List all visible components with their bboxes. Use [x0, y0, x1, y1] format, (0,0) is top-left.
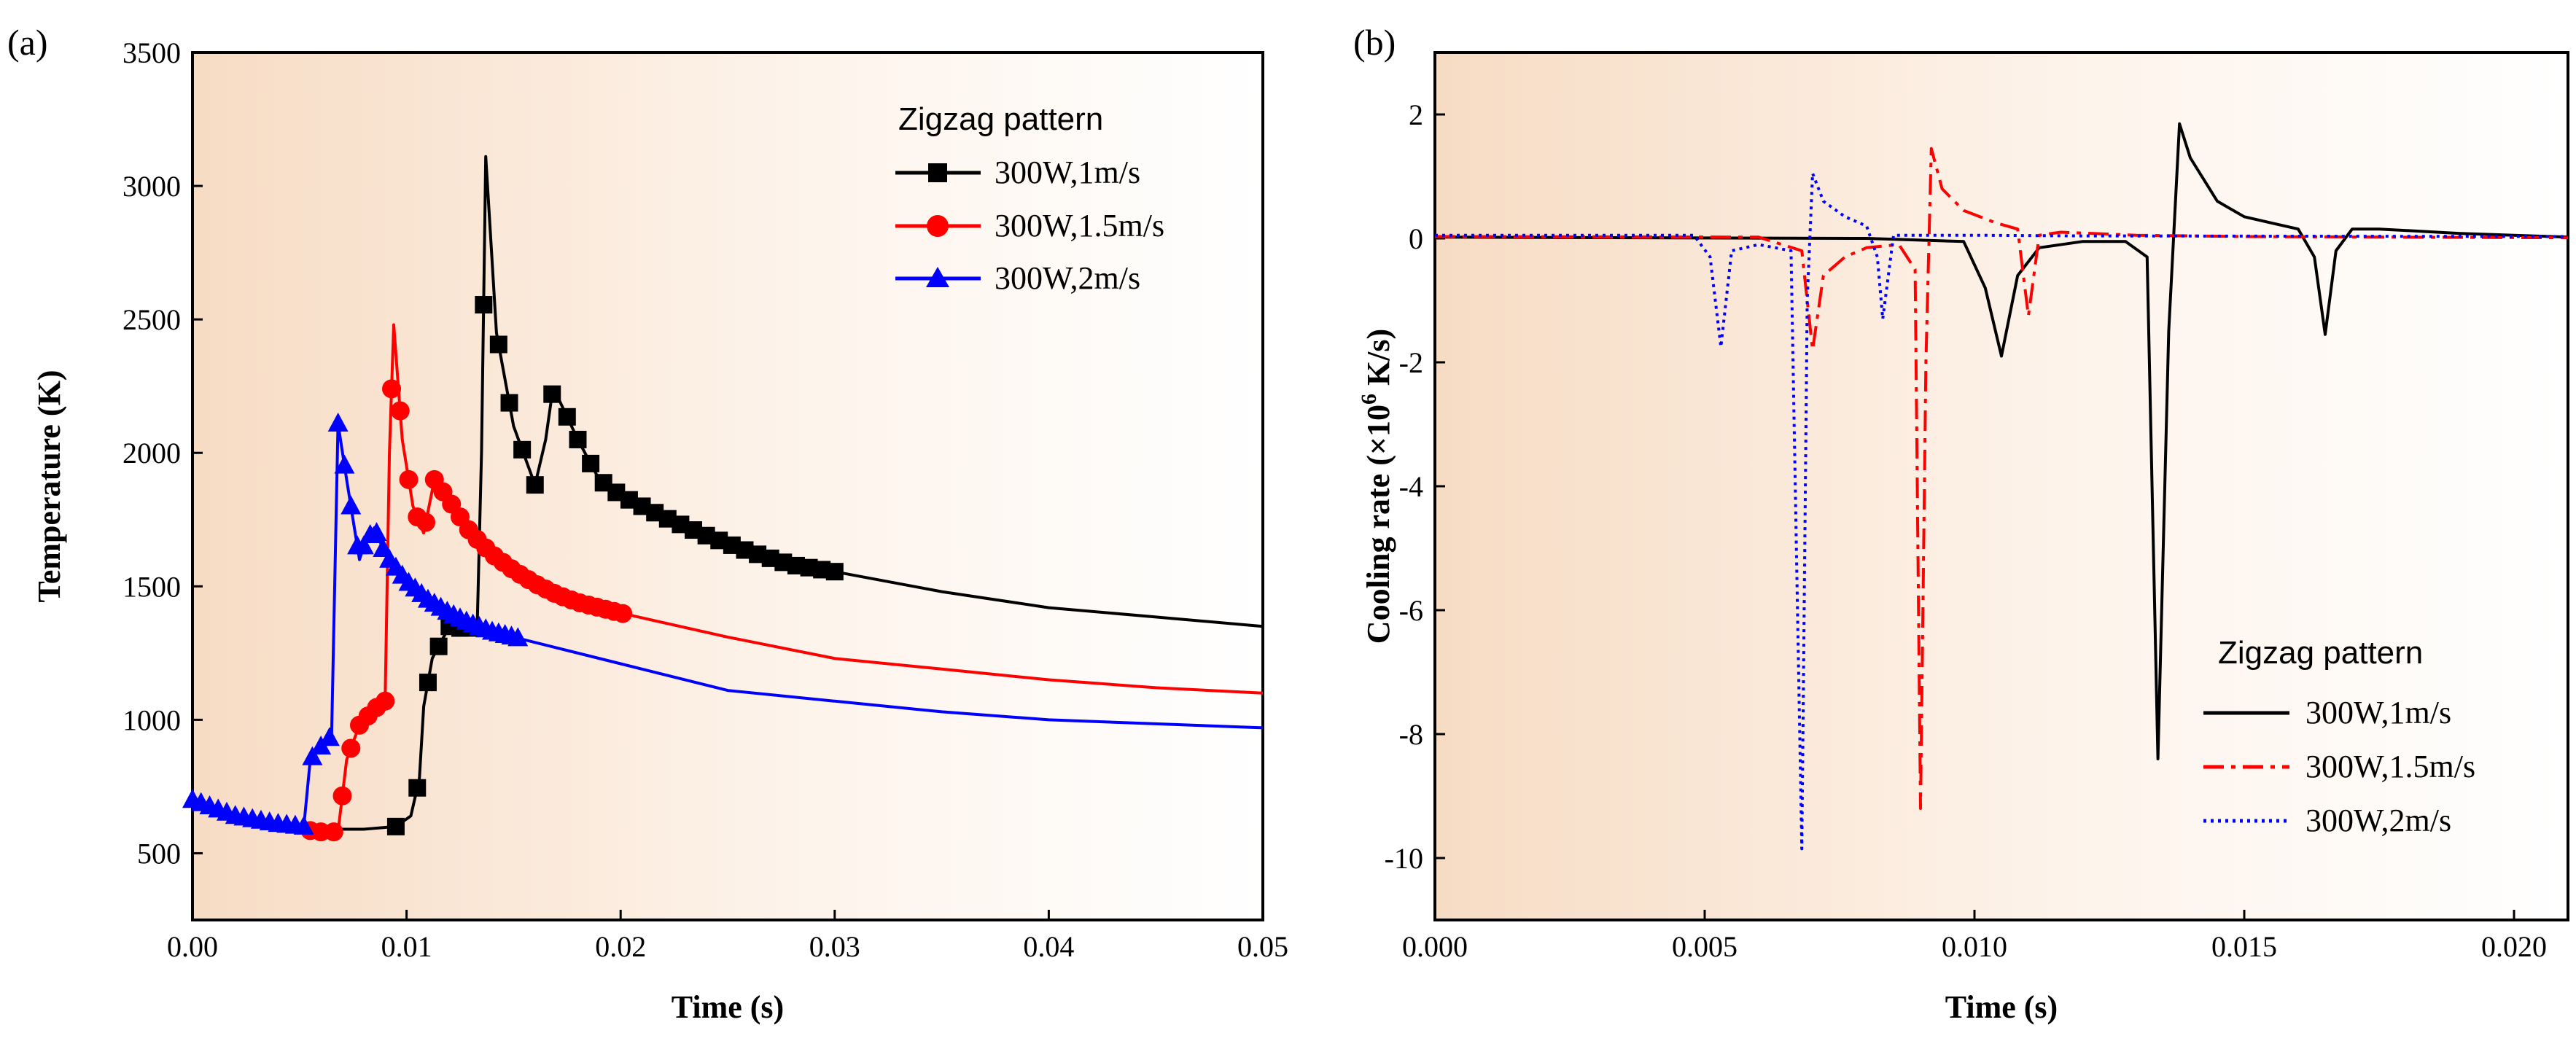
data-point-a-0-2 [419, 674, 437, 692]
data-point-a-1-36 [613, 604, 633, 623]
x-tick-label-b-0: 0.000 [1402, 930, 1468, 963]
data-point-a-1-13 [416, 512, 436, 532]
y-axis-label-b-unit: K/s) [1361, 329, 1396, 394]
x-tick-label-b-3: 0.015 [2211, 930, 2277, 963]
y-tick-label-a-6: 3500 [122, 36, 181, 69]
y-tick-label-b-5: 0 [1409, 222, 1423, 255]
data-point-a-2-16 [319, 727, 340, 746]
data-point-a-0-0 [386, 817, 405, 835]
legend-label-a-0: 300W,1m/s [995, 155, 1140, 190]
panel-label-a: (a) [7, 22, 48, 63]
x-axis-label-a: Time (s) [672, 989, 784, 1025]
legend-label-b-2: 300W,2m/s [2305, 803, 2451, 838]
data-point-a-0-15 [582, 454, 600, 472]
x-tick-label-b-1: 0.005 [1672, 930, 1738, 963]
data-point-a-1-10 [390, 401, 410, 421]
legend-label-a-2: 300W,2m/s [995, 260, 1140, 296]
y-tick-label-b-0: -10 [1385, 842, 1423, 875]
y-tick-label-a-3: 2000 [122, 437, 181, 469]
y-axis-label-b: Cooling rate (×106 K/s) [1357, 329, 1396, 644]
data-point-a-0-14 [569, 430, 587, 448]
data-point-a-1-3 [332, 786, 352, 806]
data-point-a-0-11 [526, 476, 544, 494]
x-tick-label-b-4: 0.020 [2481, 930, 2547, 963]
y-tick-label-a-2: 1500 [122, 570, 181, 603]
legend-label-b-1: 300W,1.5m/s [2305, 749, 2475, 784]
legend-title-b: Zigzag pattern [2218, 635, 2423, 671]
series-line-b-1 [1434, 147, 2569, 810]
data-point-a-0-13 [558, 408, 576, 426]
data-point-a-2-23 [366, 522, 387, 542]
data-point-a-0-3 [429, 637, 448, 655]
legend-a: Zigzag pattern 300W,1m/s 300W,1.5m/s 300… [895, 101, 1164, 296]
data-point-a-2-17 [327, 412, 349, 432]
legend-title-a: Zigzag pattern [898, 101, 1103, 137]
y-tick-label-b-6: 2 [1409, 98, 1423, 131]
legend-marker-a-0 [928, 163, 947, 182]
panel-label-b: (b) [1353, 22, 1396, 63]
x-axis-label-b: Time (s) [1945, 989, 2058, 1025]
y-tick-label-a-0: 500 [137, 837, 181, 870]
y-axis-label-b-exp: 6 [1357, 394, 1381, 405]
series-group-a [182, 155, 1264, 842]
y-axis-label-a: Temperature (K) [31, 370, 67, 603]
data-point-a-0-7 [475, 296, 493, 314]
data-point-a-1-4 [341, 738, 361, 758]
plot-area-b [1433, 51, 2569, 921]
chart-a: 0.00 0.01 0.02 0.03 0.04 0.05 500 1000 1500 2000 2… [7, 22, 1288, 1025]
y-axis-label-b-main: Cooling rate (×10 [1361, 405, 1396, 644]
data-point-a-0-1 [408, 779, 427, 797]
x-tick-label-b-2: 0.010 [1942, 930, 2007, 963]
y-tick-label-b-1: -8 [1399, 718, 1423, 751]
data-point-a-2-18 [334, 454, 355, 474]
series-line-b-0 [1434, 122, 2569, 760]
legend-label-a-1: 300W,1.5m/s [995, 208, 1164, 243]
x-tick-label-a-5: 0.05 [1237, 930, 1288, 963]
y-tick-label-b-4: -2 [1399, 346, 1423, 379]
y-tick-label-b-2: -6 [1399, 594, 1423, 627]
axes-b: 0.000 0.005 0.010 0.015 0.020 -10 -8 -6 -4 -2 0 2 [1385, 98, 2547, 963]
data-point-a-2-19 [341, 495, 362, 515]
x-tick-label-a-2: 0.02 [595, 930, 646, 963]
data-point-a-1-9 [382, 379, 402, 399]
legend-label-b-0: 300W,1m/s [2305, 695, 2451, 730]
x-tick-label-a-3: 0.03 [809, 930, 860, 963]
plot-area-a [191, 51, 1264, 921]
y-tick-label-a-1: 1000 [122, 703, 181, 736]
data-point-a-2-45 [507, 627, 529, 647]
data-point-a-2-21 [353, 535, 374, 555]
chart-b: 0.000 0.005 0.010 0.015 0.020 -10 -8 -6 -4 -2 0 2 (… [1353, 22, 2569, 1025]
data-point-a-0-8 [489, 335, 507, 354]
data-point-a-2-13 [293, 815, 314, 835]
data-point-a-1-2 [324, 822, 343, 842]
data-point-a-0-9 [500, 394, 518, 412]
data-point-a-1-8 [375, 691, 395, 711]
series-group-b [1434, 122, 2569, 851]
x-tick-label-a-4: 0.04 [1023, 930, 1074, 963]
x-tick-label-a-0: 0.00 [167, 930, 218, 963]
axes-a: 0.00 0.01 0.02 0.03 0.04 0.05 500 1000 1500 2000 2… [122, 36, 1288, 963]
y-tick-label-a-5: 3000 [122, 170, 181, 203]
data-point-a-0-34 [825, 563, 844, 581]
legend-marker-a-1 [927, 215, 949, 237]
y-tick-label-b-3: -4 [1399, 470, 1423, 503]
y-tick-label-a-4: 2500 [122, 303, 181, 336]
x-tick-label-a-1: 0.01 [381, 930, 432, 963]
data-point-a-1-11 [399, 469, 419, 489]
data-point-a-2-14 [302, 746, 323, 765]
legend-marker-a-2 [926, 267, 949, 287]
legend-b: Zigzag pattern 300W,1m/s 300W,1.5m/s 300… [2203, 635, 2475, 838]
data-point-a-0-10 [513, 440, 532, 459]
data-point-a-0-12 [543, 385, 561, 403]
